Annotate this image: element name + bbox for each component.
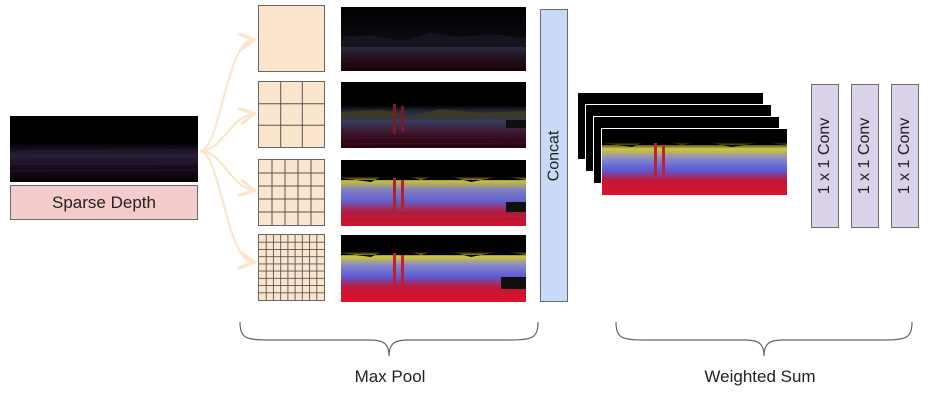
pool-grid-3x3 bbox=[258, 81, 325, 148]
arrow-to-pool-1 bbox=[199, 40, 252, 153]
feature-map-stack bbox=[577, 92, 792, 212]
arrow-to-pool-3 bbox=[199, 149, 252, 190]
pooled-depth-image-1 bbox=[341, 7, 526, 71]
sparse-depth-label: Sparse Depth bbox=[10, 185, 198, 220]
conv-label-1: 1 x 1 Conv bbox=[816, 117, 834, 195]
max-pool-brace bbox=[239, 321, 539, 357]
conv-block-3: 1 x 1 Conv bbox=[891, 84, 919, 228]
pooled-depth-image-4 bbox=[341, 235, 526, 302]
weighted-sum-brace bbox=[615, 321, 913, 357]
sparse-depth-label-text: Sparse Depth bbox=[52, 192, 156, 212]
conv-block-1: 1 x 1 Conv bbox=[811, 84, 839, 228]
pool-grid-9x9 bbox=[258, 234, 325, 301]
concat-block: Concat bbox=[540, 9, 568, 302]
arrow-to-pool-4 bbox=[199, 149, 252, 262]
pooled-depth-image-3 bbox=[341, 160, 526, 226]
pooled-depth-image-2 bbox=[341, 82, 526, 148]
concat-label: Concat bbox=[545, 130, 563, 181]
pool-grid-5x5 bbox=[258, 159, 325, 226]
arrow-to-pool-2 bbox=[199, 114, 252, 153]
max-pool-caption: Max Pool bbox=[354, 367, 426, 386]
pool-grid-1x1 bbox=[258, 5, 325, 72]
sparse-depth-image bbox=[10, 116, 198, 182]
weighted-sum-caption: Weighted Sum bbox=[704, 367, 816, 386]
conv-block-2: 1 x 1 Conv bbox=[851, 84, 879, 228]
fanout-arrows bbox=[199, 30, 262, 280]
feature-map-layer-4 bbox=[601, 128, 788, 196]
conv-label-3: 1 x 1 Conv bbox=[896, 117, 914, 195]
conv-label-2: 1 x 1 Conv bbox=[856, 117, 874, 195]
